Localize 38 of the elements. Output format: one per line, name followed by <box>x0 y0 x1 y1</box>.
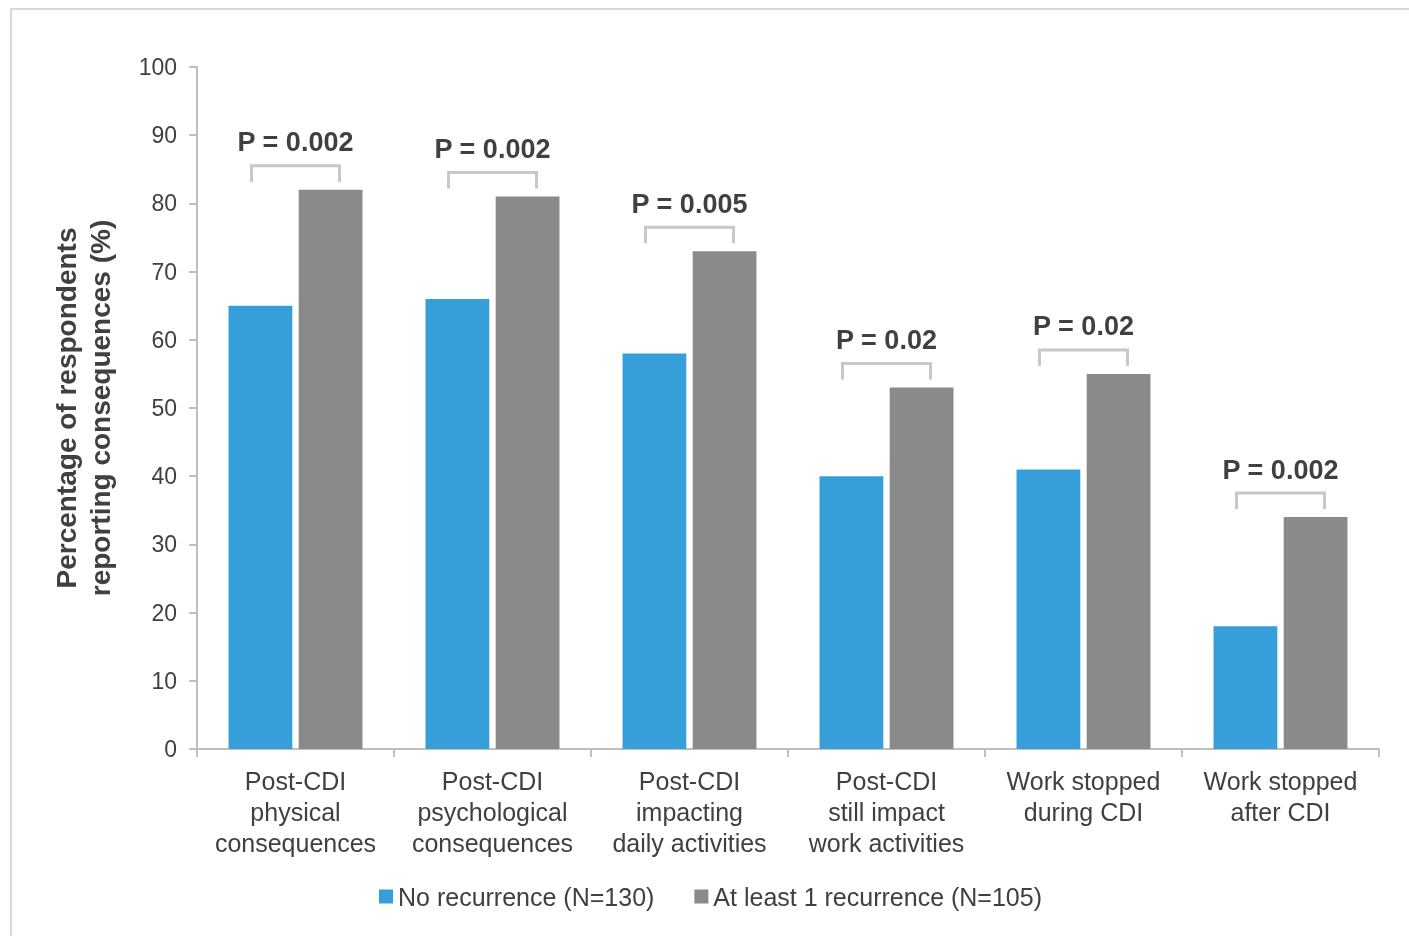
y-tick-label: 40 <box>151 463 177 490</box>
annotation: P = 0.002 <box>237 127 354 158</box>
y-tick-label: 50 <box>151 395 177 421</box>
bar <box>1213 626 1278 749</box>
x-tick-label: Post-CDI impacting daily activities <box>612 766 767 857</box>
y-tick-label: 10 <box>151 667 177 694</box>
legend-label: No recurrence (N=130) <box>398 882 655 911</box>
y-tick-label: 100 <box>138 54 177 80</box>
annotation: P = 0.02 <box>1033 311 1134 342</box>
bar <box>425 298 490 749</box>
bar <box>298 189 363 749</box>
legend-label: At least 1 recurrence (N=105) <box>713 882 1043 911</box>
x-tick-label: Post-CDI still impact work activities <box>807 766 965 857</box>
bar <box>1016 469 1081 749</box>
annotation: P = 0.002 <box>434 134 551 165</box>
y-tick-label: 0 <box>164 736 177 762</box>
y-tick-label: 60 <box>151 326 177 353</box>
bar <box>889 387 954 749</box>
y-tick-label: 20 <box>151 599 177 626</box>
annotation: P = 0.002 <box>1222 454 1339 485</box>
x-tick-label: Work stopped during CDI <box>1006 766 1161 826</box>
annotation: P = 0.02 <box>836 325 937 356</box>
y-tick-label: 90 <box>151 122 177 149</box>
y-tick-label: 80 <box>151 190 177 217</box>
bar <box>1086 373 1151 749</box>
bar <box>495 196 560 749</box>
x-tick-label: Work stopped after CDI <box>1203 766 1358 826</box>
x-tick-label: Post-CDI psychological consequences <box>411 766 574 857</box>
y-axis-title: Percentage of respondents reporting consequences (%) <box>50 219 116 597</box>
bar <box>622 353 687 749</box>
bar <box>692 251 757 749</box>
y-tick-label: 30 <box>151 531 177 558</box>
annotation: P = 0.005 <box>631 188 748 219</box>
bar <box>228 305 293 749</box>
y-tick-label: 70 <box>151 258 177 285</box>
x-tick-label: Post-CDI physical consequences <box>214 766 377 857</box>
bar <box>819 476 884 749</box>
bar <box>1283 517 1348 749</box>
